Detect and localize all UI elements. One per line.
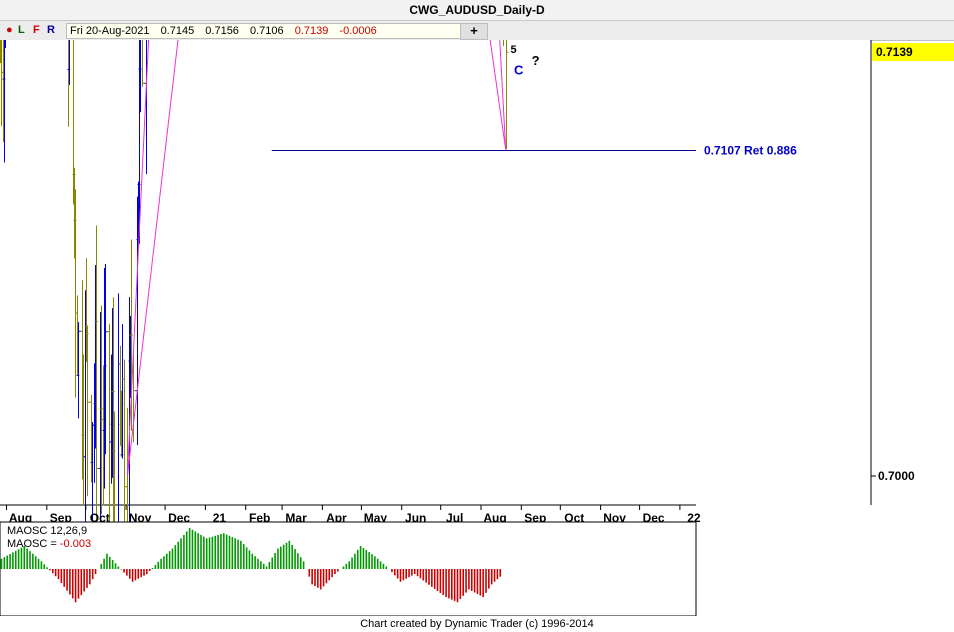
f-button[interactable]: F <box>33 24 40 36</box>
wave-label: ? <box>532 53 540 68</box>
oscillator-panel: MAOSC 12,26,9 MAOSC = -0.003 <box>0 521 697 616</box>
quote-low: 0.7106 <box>250 25 284 37</box>
quote-high: 0.7156 <box>205 25 239 37</box>
quote-close: 0.7139 <box>294 25 329 37</box>
quote-box: Fri 20-Aug-2021 0.7145 0.7156 0.7106 0.7… <box>66 23 463 39</box>
maosc-legend-value: MAOSC = -0.003 <box>7 538 91 550</box>
chart-area: 0.7173 EX Ret 2.0000.7107 Ret 0.886 ABC?… <box>0 40 954 616</box>
price-panel-bg <box>0 40 871 505</box>
quote-open: 0.7145 <box>160 25 195 37</box>
last-price-bg <box>872 43 954 62</box>
pattern-line <box>126 40 179 477</box>
price-ticks: 0.70000.72000.74000.76000.78000.80000.82… <box>871 469 915 483</box>
maosc-value: -0.003 <box>60 538 91 550</box>
maosc-legend-title: MAOSC 12,26,9 <box>7 525 87 537</box>
ohlc-bars <box>0 40 509 576</box>
pattern-lines <box>126 40 507 477</box>
r-button[interactable]: R <box>47 24 55 36</box>
last-price-label: 0.7139 <box>876 45 913 59</box>
quote-date: Fri 20-Aug-2021 <box>70 25 150 37</box>
footer-credit: Chart created by Dynamic Trader (c) 1996… <box>360 618 594 630</box>
window-title: CWG_AUDUSD_Daily-D <box>0 0 954 21</box>
maosc-legend-label: MAOSC = <box>7 538 57 550</box>
add-icon[interactable]: + <box>460 23 488 40</box>
wave-labels: ABC?abcabc12345 <box>510 44 540 77</box>
fib-level-label: 0.7107 Ret 0.886 <box>704 144 797 158</box>
toolbar: ● L F R Fri 20-Aug-2021 0.7145 0.7156 0.… <box>0 21 954 41</box>
price-tick-label: 0.7000 <box>878 469 915 483</box>
wave-label: C <box>514 62 524 77</box>
maosc-histogram <box>0 528 502 603</box>
price-panel: 0.7173 EX Ret 2.0000.7107 Ret 0.886 ABC?… <box>0 40 954 576</box>
fib-levels: 0.7173 EX Ret 2.0000.7107 Ret 0.886 <box>271 144 797 158</box>
last-price-marker: 0.7139 <box>872 43 954 62</box>
wave-label: 5 <box>510 44 516 56</box>
quote-change: -0.0006 <box>339 25 377 37</box>
l-button[interactable]: L <box>18 24 25 36</box>
record-dot-icon[interactable]: ● <box>6 24 13 36</box>
